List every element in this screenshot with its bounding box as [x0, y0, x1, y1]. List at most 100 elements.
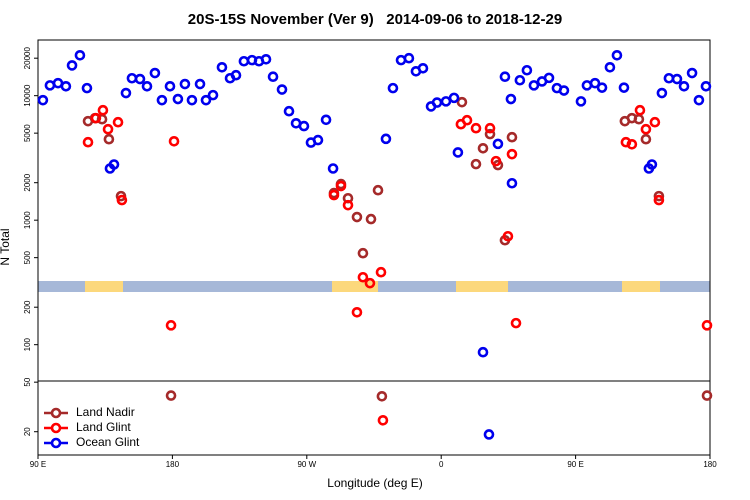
data-point [431, 97, 443, 108]
data-point [656, 87, 668, 99]
y-tick-label: 5000 [23, 124, 32, 142]
data-point [377, 414, 389, 426]
x-tick-label: 90 E [567, 460, 583, 469]
y-tick-label: 1000 [23, 211, 32, 229]
series-2 [37, 49, 712, 440]
plot-frame [37, 39, 711, 456]
data-point [417, 62, 429, 74]
y-tick-label: 10000 [23, 84, 32, 107]
y-tick-label: 2000 [23, 173, 32, 191]
data-point [618, 82, 630, 93]
data-point [653, 194, 665, 206]
data-point [701, 320, 713, 331]
data-point [116, 194, 128, 206]
data-point [230, 69, 242, 81]
data-point [693, 94, 705, 106]
data-point [387, 82, 399, 94]
data-point [376, 390, 388, 402]
data-point [172, 93, 184, 105]
x-tick-label: 180 [166, 460, 180, 469]
data-point [596, 82, 608, 93]
data-point [514, 74, 526, 86]
data-point [327, 163, 339, 174]
x-tick-label: 90 W [297, 460, 316, 469]
y-tick-label: 100 [23, 337, 32, 351]
data-point [634, 104, 646, 116]
data-point [528, 80, 540, 91]
data-point [477, 346, 489, 358]
data-point [646, 159, 658, 170]
data-point [216, 62, 228, 73]
data-point [102, 123, 114, 135]
data-point [604, 62, 616, 73]
data-point [505, 93, 517, 105]
data-point [200, 94, 212, 106]
data-point [186, 94, 198, 106]
data-point [470, 122, 482, 134]
data-point [156, 94, 168, 106]
data-point [470, 158, 482, 170]
data-point [351, 211, 363, 223]
data-point [298, 120, 310, 132]
data-point [364, 277, 376, 289]
legend-marker [50, 422, 62, 434]
data-point [276, 84, 288, 95]
data-point [484, 128, 496, 140]
data-point [499, 71, 511, 83]
data-point [506, 148, 518, 160]
data-point [149, 67, 161, 79]
data-point [179, 78, 191, 90]
data-point [312, 134, 324, 146]
data-point [357, 247, 369, 259]
data-point [403, 52, 415, 64]
data-point [120, 87, 132, 99]
data-point [351, 307, 363, 318]
y-tick-label: 20000 [23, 47, 32, 70]
legend-marker [50, 437, 62, 449]
data-point [66, 60, 78, 71]
data-point [238, 55, 250, 67]
data-point [164, 80, 176, 92]
data-point [653, 190, 665, 202]
data-point [633, 113, 645, 125]
data-point [611, 49, 623, 61]
data-point [686, 67, 698, 79]
data-point [440, 96, 452, 107]
data-point [506, 131, 518, 143]
data-point [477, 142, 489, 154]
data-point [678, 80, 690, 92]
data-point [649, 116, 661, 128]
data-point [640, 133, 652, 145]
data-point [510, 317, 522, 329]
x-tick-label: 90 E [30, 460, 46, 469]
data-point [267, 71, 279, 83]
data-point [492, 138, 504, 150]
data-point [484, 122, 496, 134]
data-point [103, 133, 115, 145]
data-point [335, 180, 347, 192]
data-point [283, 105, 295, 117]
data-point [74, 49, 86, 61]
data-point [97, 104, 109, 116]
data-point [502, 230, 514, 242]
data-point [375, 266, 387, 278]
data-point [365, 213, 377, 225]
data-point [671, 73, 683, 85]
data-point [448, 92, 460, 104]
y-tick-label: 500 [23, 250, 32, 264]
data-point [168, 136, 180, 147]
data-point [134, 73, 146, 85]
data-point [483, 429, 495, 440]
data-point [663, 72, 675, 84]
y-axis-label: N Total [0, 228, 12, 265]
series-1 [82, 104, 713, 426]
data-point [141, 80, 153, 92]
data-point [506, 177, 518, 189]
y-tick-label: 50 [23, 377, 32, 386]
data-point [108, 159, 120, 170]
chart-title: 20S-15S November (Ver 9) 2014-09-06 to 2… [188, 11, 562, 28]
x-axis-label: Longitude (deg E) [327, 476, 422, 490]
data-point [701, 390, 713, 401]
data-point [372, 184, 384, 196]
